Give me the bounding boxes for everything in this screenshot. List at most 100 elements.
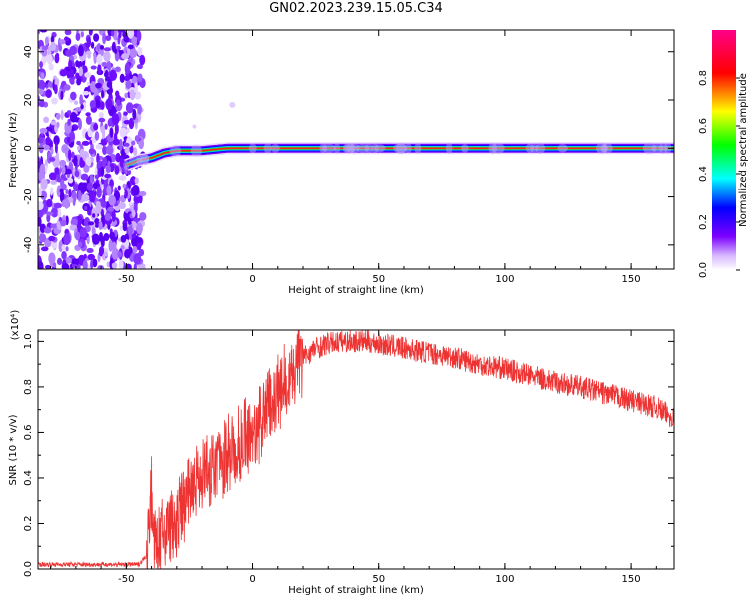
- noise-blob: [78, 241, 83, 248]
- noise-blob: [123, 119, 131, 125]
- noise-blob: [79, 94, 83, 105]
- noise-blob: [112, 138, 120, 146]
- noise-blob: [60, 175, 67, 180]
- noise-blob: [38, 201, 44, 211]
- noise-blob: [106, 185, 112, 196]
- noise-blob: [79, 160, 86, 168]
- colorbar-tick-label: 0.8: [698, 70, 709, 86]
- noise-blob: [120, 244, 125, 250]
- noise-blob: [118, 30, 122, 39]
- noise-blob: [70, 218, 78, 227]
- noise-blob: [81, 140, 90, 146]
- noise-blob: [131, 36, 138, 46]
- noise-blob: [107, 206, 115, 212]
- noise-blob: [38, 136, 44, 144]
- noise-blob: [109, 231, 116, 240]
- signal-bump: [344, 144, 351, 153]
- signal-band: [126, 147, 674, 166]
- noise-blob: [109, 179, 114, 187]
- noise-blob: [60, 90, 64, 100]
- noise-blob: [89, 139, 93, 145]
- signal-bump: [123, 160, 130, 170]
- noise-blob: [86, 36, 92, 48]
- noise-blob: [61, 199, 68, 208]
- noise-blob: [93, 33, 100, 42]
- noise-blob: [117, 185, 121, 191]
- noise-blob: [50, 41, 57, 52]
- noise-blob: [87, 221, 95, 226]
- noise-blob: [96, 54, 103, 65]
- noise-blob: [94, 131, 100, 141]
- signal-bump: [248, 143, 257, 154]
- noise-blob: [109, 69, 118, 81]
- noise-blob: [38, 30, 41, 35]
- noise-blob: [120, 235, 127, 243]
- noise-blob: [58, 216, 63, 222]
- noise-blob: [105, 35, 112, 41]
- noise-blob: [97, 63, 102, 75]
- noise-blob: [95, 201, 101, 206]
- noise-blob: [105, 165, 112, 174]
- colorbar-tick-label: 0.0: [698, 262, 709, 278]
- y-tick-label: 0.6: [23, 424, 34, 440]
- noise-blob: [90, 41, 95, 49]
- noise-blob: [48, 63, 54, 71]
- signal-bump: [263, 143, 272, 154]
- noise-blob: [50, 180, 57, 185]
- noise-blob: [86, 182, 94, 191]
- noise-blob: [39, 61, 43, 69]
- noise-blob: [106, 261, 110, 268]
- noise-blob: [83, 253, 87, 259]
- noise-blob: [130, 176, 137, 186]
- noise-blob: [45, 211, 54, 216]
- noise-blob: [119, 157, 125, 168]
- noise-blob: [104, 173, 112, 179]
- snr-ylabel: SNR (10 * v/v): [8, 414, 19, 485]
- noise-blob: [65, 49, 72, 57]
- noise-blob: [127, 30, 135, 39]
- noise-blob: [38, 95, 41, 104]
- noise-blob: [91, 233, 100, 245]
- signal-bump: [333, 142, 341, 154]
- signal-bump: [664, 142, 672, 154]
- noise-blob: [65, 36, 70, 42]
- x-tick-label: 150: [622, 274, 641, 285]
- noise-blob: [137, 73, 143, 83]
- noise-blob: [72, 195, 76, 207]
- noise-blob: [106, 81, 113, 88]
- x-tick-label: -50: [118, 274, 134, 285]
- noise-blob: [108, 194, 116, 206]
- spectrogram-frame: [37, 29, 675, 270]
- noise-blob: [124, 92, 128, 99]
- x-tick-label: 150: [622, 574, 641, 585]
- noise-blob: [76, 77, 82, 86]
- y-tick-label: 0: [23, 145, 34, 151]
- signal-bump: [651, 143, 664, 153]
- noise-blob: [135, 237, 143, 243]
- noise-blob: [89, 195, 96, 203]
- noise-blob: [44, 36, 49, 46]
- noise-blob: [64, 30, 72, 36]
- noise-blob: [133, 253, 142, 265]
- noise-blob: [102, 145, 108, 155]
- noise-blob: [85, 50, 92, 56]
- noise-blob: [133, 263, 137, 269]
- noise-blob: [39, 30, 48, 33]
- noise-blob: [86, 247, 94, 253]
- noise-blob: [124, 142, 130, 148]
- noise-blob: [78, 118, 82, 130]
- noise-blob: [78, 66, 83, 77]
- noise-blob: [124, 146, 130, 154]
- noise-blob: [38, 88, 44, 96]
- noise-blob: [50, 187, 54, 196]
- signal-bump: [557, 144, 568, 153]
- noise-blob: [103, 47, 112, 52]
- signal-bump: [139, 154, 149, 165]
- noise-blob: [79, 148, 85, 159]
- noise-blob: [41, 45, 49, 51]
- noise-blob: [99, 236, 106, 243]
- signal-bump: [136, 154, 143, 166]
- noise-blob: [54, 167, 60, 175]
- noise-blob: [59, 69, 68, 77]
- noise-blob: [40, 246, 49, 252]
